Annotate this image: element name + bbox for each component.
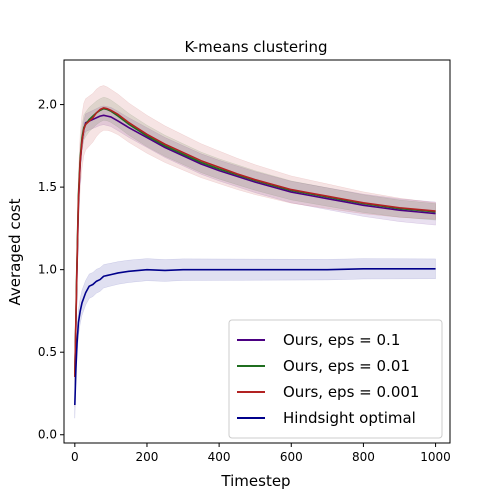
legend-entries: Ours, eps = 0.1 Ours, eps = 0.01 Ours, eps… [237, 331, 419, 427]
legend-label-ours-eps-0-001: Ours, eps = 0.001 [283, 383, 419, 401]
y-axis-label: Averaged cost [6, 198, 24, 305]
band-ours-eps-0-01 [74, 96, 436, 391]
plot-frame [63, 59, 451, 444]
legend-box [228, 319, 443, 439]
x-tick-label: 800 [352, 450, 375, 464]
chart-title: K-means clustering [184, 38, 327, 56]
series-lines [74, 107, 436, 406]
x-axis-ticks: 0 200 400 600 800 1000 [71, 443, 451, 464]
y-tick-label: 2.0 [38, 98, 57, 112]
y-tick-label: 0.5 [38, 345, 57, 359]
series-line-hindsight-optimal [74, 268, 436, 406]
x-tick-label: 0 [71, 450, 79, 464]
legend: Ours, eps = 0.1 Ours, eps = 0.01 Ours, eps… [228, 319, 443, 439]
series-line-ours-eps-0-001 [74, 107, 436, 377]
x-axis-label: Timestep [220, 472, 290, 490]
x-tick-label: 600 [280, 450, 303, 464]
y-tick-label: 0.0 [38, 428, 57, 442]
y-axis-ticks: 0.0 0.5 1.0 1.5 2.0 [38, 98, 64, 442]
legend-label-ours-eps-0-01: Ours, eps = 0.01 [283, 357, 410, 375]
y-tick-label: 1.0 [38, 263, 57, 277]
legend-label-hindsight-optimal: Hindsight optimal [283, 409, 416, 427]
legend-label-ours-eps-0-1: Ours, eps = 0.1 [283, 331, 400, 349]
band-ours-eps-0-1 [74, 105, 436, 386]
x-tick-label: 400 [208, 450, 231, 464]
x-tick-label: 200 [136, 450, 159, 464]
y-tick-label: 1.5 [38, 180, 57, 194]
x-tick-label: 1000 [420, 450, 451, 464]
